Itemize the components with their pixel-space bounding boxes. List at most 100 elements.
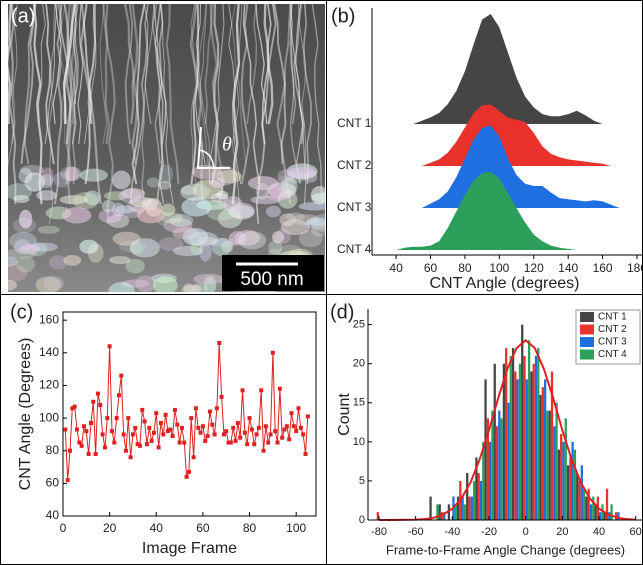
point: [289, 411, 294, 416]
bar: [571, 441, 574, 520]
bar: [505, 348, 508, 520]
bar: [599, 512, 602, 520]
point: [144, 442, 149, 447]
point: [256, 425, 261, 430]
sem-fiber: [232, 4, 243, 205]
sem-grain: [101, 200, 116, 213]
sem-grain: [13, 194, 30, 204]
sem-grain: [64, 166, 80, 182]
sem-fiber: [20, 4, 37, 165]
sem-grain: [121, 279, 150, 288]
ridge: [396, 125, 620, 208]
panel-label: (b): [331, 5, 355, 27]
legend-label: CNT 1: [598, 312, 627, 323]
y-tick-label: 60: [46, 476, 60, 490]
bar: [447, 504, 451, 520]
bar: [502, 363, 506, 520]
sem-grain: [8, 256, 19, 267]
point: [205, 434, 210, 439]
point: [137, 443, 142, 448]
point: [259, 388, 264, 393]
sem-grain: [180, 183, 210, 201]
point: [254, 432, 259, 437]
point: [284, 424, 289, 429]
point: [240, 388, 245, 393]
sem-grain: [217, 208, 243, 229]
point: [219, 394, 224, 399]
sem-grain: [24, 172, 45, 192]
sem-fiber: [273, 4, 287, 165]
bar: [566, 465, 570, 520]
bar: [530, 371, 533, 520]
bar: [589, 504, 593, 520]
sem-grain: [277, 169, 295, 184]
sem-fiber: [246, 4, 258, 125]
x-tick-label: 60: [196, 521, 210, 535]
y-tick-label: 40: [46, 508, 60, 522]
point: [224, 429, 229, 434]
angle-marker: [196, 126, 230, 169]
bar: [564, 418, 567, 520]
angle-arc: [198, 149, 215, 169]
sem-grain: [219, 199, 241, 212]
x-tick-label: 40: [389, 261, 403, 275]
sem-grain: [135, 275, 157, 292]
sem-fiber: [8, 4, 16, 145]
bar: [516, 379, 519, 520]
point: [119, 373, 124, 378]
sem-grain: [211, 237, 232, 257]
point: [84, 429, 89, 434]
sem-grain: [60, 166, 82, 182]
bar: [587, 488, 590, 520]
sem-grain: [107, 213, 130, 228]
x-tick-label: 20: [556, 526, 568, 538]
point: [231, 425, 236, 430]
sem-fiber: [54, 4, 63, 205]
bar: [521, 324, 524, 520]
point: [242, 430, 247, 435]
sem-grain: [129, 242, 143, 255]
x-axis-title: Frame-to-Frame Angle Change (degrees): [386, 542, 625, 557]
sem-grain: [182, 227, 209, 246]
sem-fiber: [293, 4, 305, 145]
sem-fiber: [71, 4, 79, 145]
point: [275, 440, 280, 445]
sem-fiber: [63, 4, 72, 145]
sem-grain: [112, 231, 141, 246]
panel-label: (d): [330, 301, 354, 323]
x-tick-label: 0: [523, 526, 529, 538]
sem-grain: [8, 279, 17, 291]
sem-grain: [181, 283, 196, 292]
x-tick-label: -80: [371, 526, 387, 538]
sem-grain: [221, 240, 234, 253]
sem-grain: [203, 275, 217, 292]
point: [109, 429, 114, 434]
sem-grain: [84, 190, 101, 206]
sem-grain: [108, 282, 136, 292]
point: [72, 404, 77, 409]
sem-fiber: [311, 4, 324, 205]
sem-fiber: [87, 4, 96, 125]
point: [177, 440, 182, 445]
y-tick-label: 80: [46, 443, 60, 457]
legend-label: CNT 4: [598, 349, 627, 360]
panel-label: (a): [11, 5, 35, 27]
point: [91, 399, 96, 404]
point: [249, 427, 254, 432]
point: [287, 437, 292, 442]
x-tick-label: 60: [630, 526, 642, 538]
ridge-label: CNT 4: [337, 242, 372, 256]
sem-fiber: [99, 4, 108, 145]
sem-grain: [197, 236, 219, 246]
point: [79, 443, 84, 448]
point: [200, 424, 205, 429]
bar: [608, 512, 611, 520]
point: [238, 435, 243, 440]
bar: [582, 488, 586, 520]
sem-fiber: [297, 4, 307, 165]
y-tick-label: 25: [353, 319, 365, 331]
legend-label: CNT 3: [598, 337, 627, 348]
sem-fiber: [204, 4, 213, 125]
x-tick-label: -20: [481, 526, 497, 538]
sem-grain: [298, 202, 325, 211]
